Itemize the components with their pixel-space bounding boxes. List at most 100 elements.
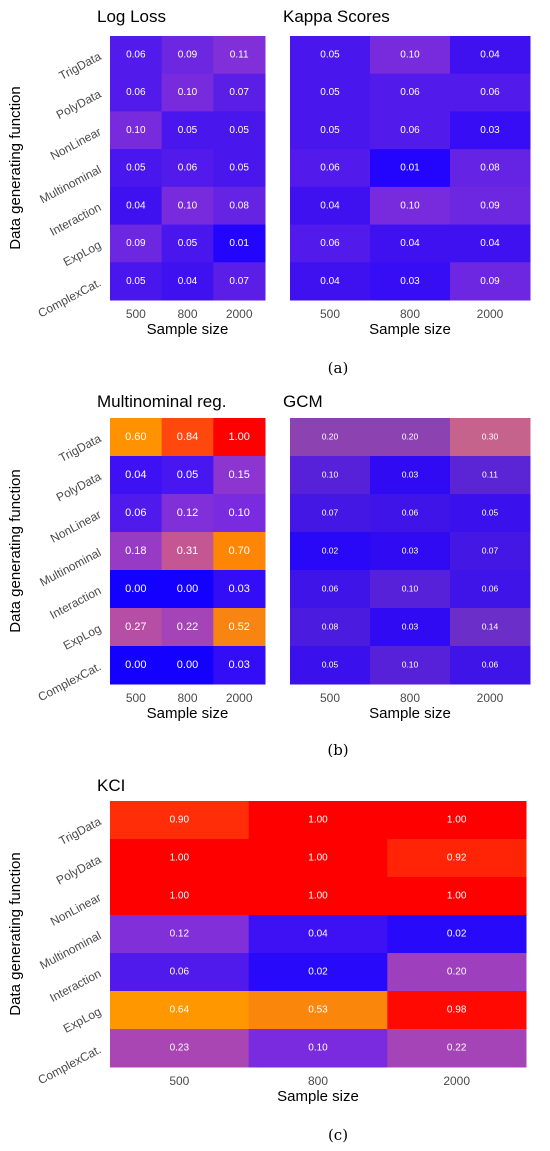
heatmap-cell bbox=[450, 73, 531, 112]
cell-value-label: 0.10 bbox=[402, 583, 419, 593]
y-tick-label: ExpLog bbox=[61, 1004, 104, 1035]
cell-value-label: 0.22 bbox=[447, 1043, 467, 1054]
x-tick-label: 800 bbox=[400, 307, 420, 321]
heatmap-panel-0: Log Loss 0.06 0.09 0.11 0.06 0.10 0.07 0.10 0.05… bbox=[7, 7, 266, 338]
subfigure-caption: (c) bbox=[328, 1126, 348, 1144]
heatmap-cell bbox=[248, 991, 388, 1030]
cell-value-label: 0.08 bbox=[322, 621, 339, 631]
x-tick-label: 800 bbox=[177, 691, 197, 705]
subfigure-caption: (a) bbox=[328, 359, 349, 377]
x-tick-label: 500 bbox=[169, 1074, 189, 1088]
heatmap-cell bbox=[110, 646, 163, 685]
heatmap-panel-4: KCI 0.90 1.00 1.00 1.00 1.00 0.92 1.00 1.00 1.00 0… bbox=[7, 776, 527, 1105]
heatmap-cell bbox=[161, 418, 214, 457]
heatmap-cell bbox=[213, 494, 266, 533]
heatmap-cell bbox=[161, 456, 214, 495]
heatmap-panel-2: Multinominal reg. 0.60 0.84 1.00 0.04 0.05 0.1… bbox=[7, 392, 266, 722]
cell-value-label: 0.20 bbox=[322, 431, 339, 441]
cell-value-label: 0.06 bbox=[402, 507, 419, 517]
y-tick-label: Multinominal bbox=[37, 545, 103, 589]
cell-value-label: 0.10 bbox=[308, 1043, 328, 1054]
y-axis-label: Data generating function bbox=[7, 852, 24, 1015]
cell-value-label: 0.05 bbox=[178, 125, 198, 136]
x-tick-label: 2000 bbox=[443, 1074, 470, 1088]
cell-value-label: 1.00 bbox=[308, 891, 328, 902]
cell-value-label: 0.20 bbox=[447, 967, 467, 978]
heatmap-panel-1: Kappa Scores 0.05 0.10 0.04 0.05 0.06 0.06 0.05… bbox=[283, 7, 531, 338]
heatmap-cell bbox=[290, 186, 371, 226]
cell-value-label: 0.02 bbox=[308, 967, 328, 978]
cell-value-label: 0.08 bbox=[229, 200, 249, 211]
heatmap-cell bbox=[290, 418, 371, 457]
y-tick-label: Interaction bbox=[47, 583, 103, 622]
heatmap-cell bbox=[290, 262, 371, 301]
heatmap-cell bbox=[161, 224, 214, 263]
panel-title: Multinominal reg. bbox=[97, 392, 226, 411]
y-tick-label: TrigData bbox=[57, 49, 104, 83]
heatmap-cell bbox=[370, 532, 451, 571]
heatmap-cell bbox=[248, 801, 388, 840]
y-tick-label: Multinominal bbox=[37, 162, 103, 206]
heatmap-cell bbox=[450, 224, 531, 263]
heatmap-cell bbox=[213, 456, 266, 495]
cell-value-label: 0.00 bbox=[177, 583, 198, 595]
cell-value-label: 0.06 bbox=[322, 583, 339, 593]
panel-title: Kappa Scores bbox=[283, 7, 390, 26]
heatmap-cell bbox=[370, 186, 451, 226]
y-tick-label: PolyData bbox=[54, 87, 104, 122]
heatmap-cell bbox=[370, 111, 451, 150]
cell-value-label: 0.04 bbox=[400, 238, 420, 249]
heatmap-cell bbox=[450, 418, 531, 457]
heatmap-cell bbox=[161, 111, 214, 150]
cell-value-label: 0.03 bbox=[228, 659, 249, 671]
cell-value-label: 0.04 bbox=[320, 200, 340, 211]
cell-value-label: 0.06 bbox=[320, 163, 340, 174]
heatmap-cell bbox=[370, 418, 451, 457]
cell-value-label: 0.07 bbox=[482, 545, 499, 555]
cell-value-label: 0.00 bbox=[177, 659, 198, 671]
heatmap-cell bbox=[387, 953, 527, 992]
heatmap-cell bbox=[213, 532, 266, 571]
y-tick-label: Interaction bbox=[47, 966, 103, 1005]
cell-value-label: 0.10 bbox=[400, 200, 420, 211]
heatmap-cell bbox=[290, 73, 371, 112]
cell-value-label: 0.04 bbox=[480, 238, 500, 249]
cell-value-label: 0.12 bbox=[170, 929, 190, 940]
heatmap-cell bbox=[161, 494, 214, 533]
panel-title: KCI bbox=[97, 776, 125, 795]
heatmap-cell bbox=[248, 877, 388, 916]
heatmap-cell bbox=[290, 646, 371, 685]
heatmap-cell bbox=[213, 262, 266, 301]
cell-value-label: 0.92 bbox=[447, 853, 467, 864]
cell-value-label: 0.84 bbox=[177, 431, 198, 443]
cell-value-label: 0.11 bbox=[482, 469, 498, 479]
x-tick-label: 500 bbox=[126, 691, 146, 705]
heatmap-cell bbox=[450, 494, 531, 533]
heatmap-panel-3: GCM 0.20 0.20 0.30 0.10 0.03 0.11 0.07 0.06 0.05 0… bbox=[283, 392, 531, 722]
cell-value-label: 0.10 bbox=[126, 125, 146, 136]
cell-value-label: 0.03 bbox=[480, 125, 500, 136]
heatmap-cell bbox=[110, 953, 250, 992]
heatmap-cell bbox=[110, 991, 250, 1030]
cell-value-label: 0.05 bbox=[322, 659, 339, 669]
cell-value-label: 0.10 bbox=[228, 507, 249, 519]
x-axis-label: Sample size bbox=[369, 321, 451, 338]
x-tick-label: 2000 bbox=[477, 307, 504, 321]
cell-value-label: 0.06 bbox=[480, 87, 500, 98]
cell-value-label: 0.05 bbox=[320, 125, 340, 136]
heatmap-cell bbox=[110, 1029, 250, 1068]
cell-value-label: 0.01 bbox=[229, 238, 249, 249]
heatmap-cell bbox=[450, 570, 531, 609]
heatmap-cell bbox=[110, 111, 163, 150]
heatmap-cell bbox=[370, 494, 451, 533]
heatmap-cell bbox=[110, 224, 163, 263]
cell-value-label: 0.53 bbox=[308, 1005, 328, 1016]
heatmap-cell bbox=[370, 149, 451, 188]
heatmap-cell bbox=[161, 608, 214, 647]
cell-value-label: 1.00 bbox=[447, 891, 467, 902]
cell-value-label: 0.10 bbox=[178, 87, 198, 98]
cell-value-label: 0.09 bbox=[480, 200, 500, 211]
cell-value-label: 0.09 bbox=[480, 276, 500, 287]
cell-value-label: 0.07 bbox=[229, 87, 249, 98]
heatmap-cell bbox=[370, 36, 451, 75]
